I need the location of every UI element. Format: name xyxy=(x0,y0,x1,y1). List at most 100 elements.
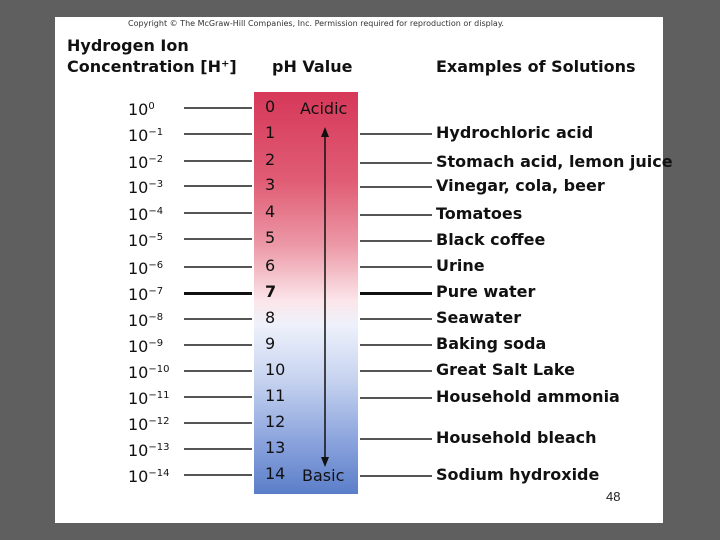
concentration-connector-line xyxy=(184,474,252,476)
example-solution: Household ammonia xyxy=(436,387,620,406)
example-solution: Pure water xyxy=(436,282,536,301)
example-solution: Stomach acid, lemon juice xyxy=(436,152,673,171)
example-connector-line xyxy=(360,186,432,188)
concentration-exponent: −13 xyxy=(148,442,170,453)
ph-scale-bar xyxy=(254,92,358,494)
concentration-connector-line xyxy=(184,160,252,162)
concentration-connector-line xyxy=(184,292,252,295)
concentration-base: 10 xyxy=(128,100,149,119)
example-connector-line xyxy=(360,397,432,399)
concentration-exponent: −3 xyxy=(148,179,164,190)
concentration-exponent: −7 xyxy=(148,286,164,297)
concentration-base: 10 xyxy=(128,363,149,382)
concentration-exponent: −12 xyxy=(148,416,170,427)
ph-value-header: pH Value xyxy=(272,57,353,76)
example-connector-line xyxy=(360,214,432,216)
ph-value: 12 xyxy=(265,412,286,431)
concentration-label: 10−10 xyxy=(128,361,169,382)
concentration-base: 10 xyxy=(128,205,149,224)
example-solution: Vinegar, cola, beer xyxy=(436,176,605,195)
concentration-exponent: −9 xyxy=(148,338,164,349)
double-arrow-icon xyxy=(321,127,329,467)
concentration-label: 10−11 xyxy=(128,387,169,408)
concentration-exponent: −11 xyxy=(148,390,170,401)
examples-header: Examples of Solutions xyxy=(436,57,636,76)
page-number: 48 xyxy=(606,489,621,504)
concentration-label: 10−12 xyxy=(128,413,169,434)
example-connector-line xyxy=(360,292,432,295)
example-connector-line xyxy=(360,370,432,372)
example-connector-line xyxy=(360,318,432,320)
concentration-connector-line xyxy=(184,422,252,424)
concentration-exponent: −5 xyxy=(148,232,164,243)
concentration-label: 10−8 xyxy=(128,309,163,330)
concentration-label: 10−6 xyxy=(128,257,163,278)
concentration-base: 10 xyxy=(128,285,149,304)
example-solution: Sodium hydroxide xyxy=(436,465,600,484)
concentration-base: 10 xyxy=(128,259,149,278)
ph-value: 7 xyxy=(265,282,277,301)
concentration-connector-line xyxy=(184,238,252,240)
example-connector-line xyxy=(360,438,432,440)
example-solution: Black coffee xyxy=(436,230,546,249)
ph-value: 8 xyxy=(265,308,276,327)
copyright-notice: Copyright © The McGraw-Hill Companies, I… xyxy=(128,19,504,28)
concentration-exponent: −8 xyxy=(148,312,164,323)
ph-value: 0 xyxy=(265,97,276,116)
acidic-label: Acidic xyxy=(300,99,348,118)
ph-value: 1 xyxy=(265,123,276,142)
concentration-exponent: −2 xyxy=(148,154,164,165)
concentration-label: 100 xyxy=(128,98,155,119)
concentration-base: 10 xyxy=(128,467,149,486)
concentration-connector-line xyxy=(184,185,252,187)
concentration-base: 10 xyxy=(128,415,149,434)
concentration-base: 10 xyxy=(128,337,149,356)
concentration-connector-line xyxy=(184,370,252,372)
ph-value: 4 xyxy=(265,202,276,221)
concentration-label: 10−2 xyxy=(128,151,163,172)
concentration-connector-line xyxy=(184,107,252,109)
concentration-connector-line xyxy=(184,396,252,398)
concentration-label: 10−7 xyxy=(128,283,163,304)
concentration-connector-line xyxy=(184,318,252,320)
concentration-connector-line xyxy=(184,212,252,214)
example-solution: Household bleach xyxy=(436,428,597,447)
concentration-label: 10−3 xyxy=(128,176,163,197)
example-connector-line xyxy=(360,475,432,477)
concentration-header-line2: Concentration [H⁺] xyxy=(67,57,237,76)
example-connector-line xyxy=(360,266,432,268)
concentration-label: 10−5 xyxy=(128,229,163,250)
ph-value: 6 xyxy=(265,256,276,275)
ph-value: 10 xyxy=(265,360,286,379)
concentration-exponent: −10 xyxy=(148,364,170,375)
concentration-exponent: −6 xyxy=(148,260,164,271)
ph-value: 14 xyxy=(265,464,286,483)
ph-value: 2 xyxy=(265,150,276,169)
concentration-base: 10 xyxy=(128,153,149,172)
concentration-label: 10−14 xyxy=(128,465,169,486)
concentration-base: 10 xyxy=(128,178,149,197)
concentration-header-line1: Hydrogen Ion xyxy=(67,36,189,55)
concentration-base: 10 xyxy=(128,389,149,408)
concentration-connector-line xyxy=(184,344,252,346)
example-solution: Seawater xyxy=(436,308,522,327)
ph-value: 5 xyxy=(265,228,276,247)
ph-value: 3 xyxy=(265,175,276,194)
example-connector-line xyxy=(360,240,432,242)
concentration-connector-line xyxy=(184,266,252,268)
ph-value: 11 xyxy=(265,386,286,405)
ph-value: 13 xyxy=(265,438,286,457)
slide: Copyright © The McGraw-Hill Companies, I… xyxy=(55,17,673,523)
concentration-exponent: 0 xyxy=(148,101,155,112)
concentration-label: 10−4 xyxy=(128,203,163,224)
example-solution: Hydrochloric acid xyxy=(436,123,594,142)
concentration-exponent: −1 xyxy=(148,127,164,138)
example-solution: Baking soda xyxy=(436,334,547,353)
example-connector-line xyxy=(360,133,432,135)
concentration-exponent: −14 xyxy=(148,468,170,479)
example-connector-line xyxy=(360,344,432,346)
example-solution: Tomatoes xyxy=(436,204,523,223)
concentration-exponent: −4 xyxy=(148,206,164,217)
concentration-label: 10−13 xyxy=(128,439,169,460)
concentration-connector-line xyxy=(184,448,252,450)
